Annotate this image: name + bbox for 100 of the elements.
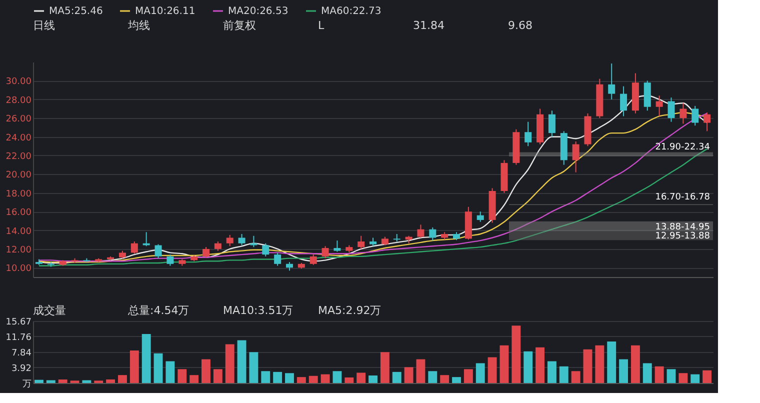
legend-label: MA5:25.46: [49, 6, 103, 17]
bar: [58, 379, 68, 383]
bar: [285, 373, 294, 383]
legend-label: MA60:22.73: [321, 6, 382, 17]
text: 成交量: [33, 304, 66, 317]
bar: [46, 380, 56, 383]
bar: [524, 351, 533, 383]
bar: [225, 344, 234, 383]
text: 日线: [33, 19, 55, 32]
text: 31.84: [413, 19, 444, 32]
bar: [416, 359, 426, 383]
candlestick: [620, 86, 628, 117]
candlestick: [274, 252, 282, 266]
bar: [666, 369, 676, 383]
bar: [536, 347, 544, 383]
text: MA10:3.51万: [223, 304, 294, 317]
bar: [702, 370, 712, 383]
y-tick-label: 16.00: [6, 208, 32, 218]
text: 均线: [127, 19, 150, 32]
bar: [261, 371, 270, 383]
bar: [34, 380, 44, 383]
y-tick-label: 7.84: [11, 348, 32, 358]
bar: [237, 340, 246, 383]
bar: [654, 366, 664, 383]
bar: [344, 377, 354, 383]
legend-label: MA20:26.53: [228, 6, 288, 17]
bar: [583, 349, 592, 383]
candlestick: [130, 240, 138, 254]
y-tick-label: 28.00: [6, 96, 32, 106]
candlestick: [692, 105, 699, 126]
candlestick: [524, 121, 532, 147]
candlestick: [704, 112, 711, 132]
y-tick-label: 26.00: [6, 114, 32, 125]
candlestick: [572, 140, 580, 173]
bar: [82, 380, 92, 383]
y-tick-label: 22.00: [6, 152, 32, 162]
bar: [452, 377, 461, 383]
bar: [512, 326, 521, 383]
text: L: [318, 19, 325, 32]
bar: [607, 341, 616, 383]
text: 前复权: [223, 19, 256, 32]
candlestick: [417, 224, 424, 238]
bar: [154, 353, 163, 383]
candlestick: [429, 226, 436, 242]
text: 总量:4.54万: [127, 304, 190, 317]
bar: [249, 352, 258, 383]
bar: [308, 376, 318, 383]
candlestick: [262, 242, 270, 257]
candlestick: [334, 240, 341, 252]
y-tick-label: 24.00: [6, 133, 32, 144]
y-tick-label: 14.00: [6, 226, 32, 237]
bar: [619, 359, 628, 383]
text: MA5:2.92万: [318, 304, 382, 317]
band-label: 16.70-16.78: [655, 192, 710, 203]
candlestick: [310, 254, 317, 266]
bar: [106, 379, 116, 383]
bar: [118, 375, 127, 383]
bar: [166, 361, 175, 383]
y-tick-label: 15.67: [6, 318, 32, 328]
bar: [690, 374, 700, 383]
bar: [273, 372, 282, 383]
candlestick: [214, 240, 222, 252]
legend-label: MA10:26.11: [135, 6, 196, 17]
y-tick-label: 30.00: [6, 77, 32, 88]
band-label: 21.90-22.34: [655, 142, 710, 152]
y-tick-label: 20.00: [6, 170, 32, 181]
bar: [488, 357, 497, 383]
bar: [440, 375, 450, 383]
bar: [392, 372, 402, 383]
bar: [332, 371, 342, 383]
bar: [178, 369, 187, 383]
y-tick-label: 11.76: [6, 332, 32, 343]
bar: [595, 345, 604, 383]
bar: [202, 359, 210, 383]
bar: [380, 352, 390, 383]
candlestick: [226, 234, 234, 247]
band-label: 12.95-13.88: [655, 232, 710, 242]
band-label: 13.88-14.95: [655, 222, 710, 232]
candlestick: [154, 244, 162, 259]
candlestick: [358, 235, 365, 250]
bar: [547, 361, 556, 383]
bar: [368, 375, 378, 383]
candlestick: [548, 110, 556, 138]
bar: [642, 363, 652, 383]
y-tick-label: 12.00: [6, 245, 32, 256]
bar: [678, 373, 688, 383]
candlestick: [166, 254, 174, 266]
bar: [213, 369, 222, 383]
y-tick-label: 18.00: [6, 189, 32, 200]
candlestick: [680, 102, 687, 124]
bar: [500, 345, 509, 383]
bar: [464, 369, 473, 383]
bar: [142, 334, 151, 383]
bar: [559, 366, 568, 383]
bar: [630, 345, 640, 383]
bar: [296, 377, 306, 383]
candlestick: [668, 97, 675, 122]
candlestick: [608, 62, 616, 100]
bar: [428, 371, 438, 383]
candlestick: [238, 234, 246, 246]
